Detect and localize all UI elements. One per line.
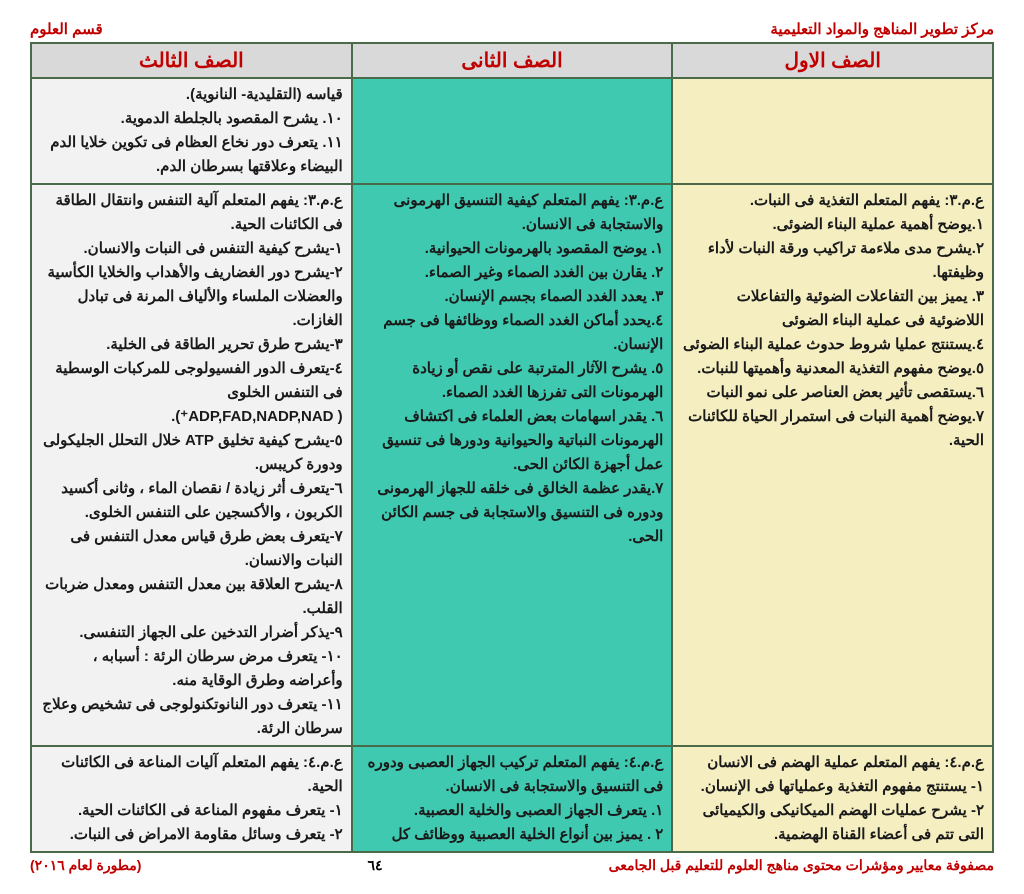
- cell-r2c3: ع.م.٣: يفهم المتعلم آلية التنفس وانتقال …: [31, 184, 352, 746]
- footer-right: مصفوفة معايير ومؤشرات محتوى مناهج العلوم…: [609, 857, 994, 874]
- cell-r1c3: قياسه (التقليدية- النانوية). ١٠. يشرح ال…: [31, 78, 352, 184]
- cell-r1c2: [352, 78, 673, 184]
- cell-r3c3: ع.م.٤: يفهم المتعلم آليات المناعة فى الك…: [31, 746, 352, 852]
- page-header: مركز تطوير المناهج والمواد التعليمية قسم…: [30, 20, 994, 38]
- header-left: قسم العلوم: [30, 20, 103, 38]
- page-footer: مصفوفة معايير ومؤشرات محتوى مناهج العلوم…: [30, 857, 994, 874]
- footer-left: (مطورة لعام ٢٠١٦): [30, 857, 141, 874]
- cell-r2c1: ع.م.٣: يفهم المتعلم التغذية فى النبات. ١…: [672, 184, 993, 746]
- table-row: قياسه (التقليدية- النانوية). ١٠. يشرح ال…: [31, 78, 993, 184]
- col-header-2: الصف الثانى: [352, 43, 673, 78]
- cell-r3c1: ع.م.٤: يفهم المتعلم عملية الهضم فى الانس…: [672, 746, 993, 852]
- table-row: ع.م.٣: يفهم المتعلم التغذية فى النبات. ١…: [31, 184, 993, 746]
- cell-r1c1: [672, 78, 993, 184]
- curriculum-table: الصف الاول الصف الثانى الصف الثالث قياسه…: [30, 42, 994, 853]
- col-header-3: الصف الثالث: [31, 43, 352, 78]
- header-right: مركز تطوير المناهج والمواد التعليمية: [770, 20, 994, 38]
- page-number: ٦٤: [368, 857, 383, 874]
- header-row: الصف الاول الصف الثانى الصف الثالث: [31, 43, 993, 78]
- cell-r3c2: ع.م.٤: يفهم المتعلم تركيب الجهاز العصبى …: [352, 746, 673, 852]
- table-row: ع.م.٤: يفهم المتعلم عملية الهضم فى الانس…: [31, 746, 993, 852]
- col-header-1: الصف الاول: [672, 43, 993, 78]
- cell-r2c2: ع.م.٣: يفهم المتعلم كيفية التنسيق الهرمو…: [352, 184, 673, 746]
